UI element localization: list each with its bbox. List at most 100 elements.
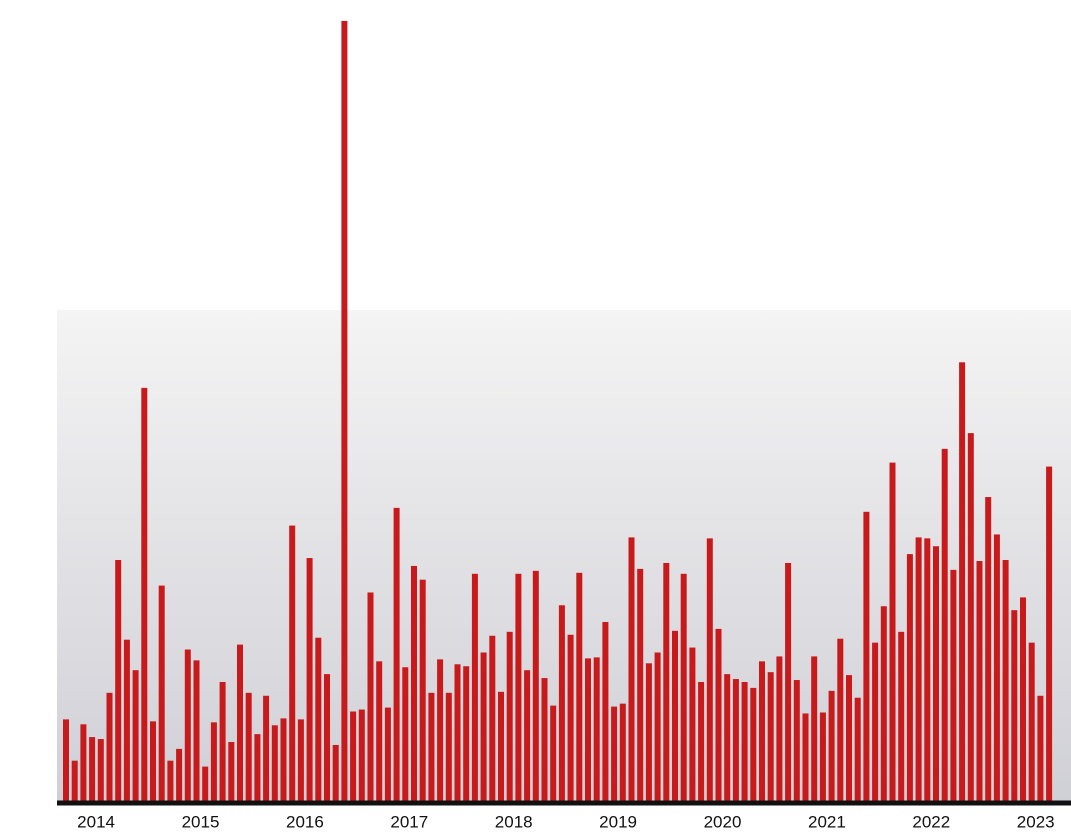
bar [211, 722, 217, 803]
bar [202, 767, 208, 803]
x-tick-label: 2020 [704, 812, 742, 831]
bar [776, 656, 782, 803]
bar [863, 512, 869, 803]
bar [376, 661, 382, 803]
bar [1020, 597, 1026, 803]
bar [637, 569, 643, 803]
bar [272, 725, 278, 803]
bar [472, 574, 478, 803]
bar [1029, 643, 1035, 803]
bar [898, 632, 904, 803]
bar [489, 636, 495, 803]
bar [681, 574, 687, 803]
bar [977, 561, 983, 803]
bar [402, 667, 408, 803]
bar [115, 560, 121, 803]
bar [368, 592, 374, 803]
bar [1003, 560, 1009, 803]
bar [698, 682, 704, 803]
bar [428, 693, 434, 803]
x-tick-label: 2022 [912, 812, 950, 831]
bar [716, 629, 722, 803]
chart: 2014201520162017201820192020202120222023 [0, 0, 1071, 834]
bar [689, 648, 695, 803]
bar [646, 663, 652, 803]
bar [985, 497, 991, 803]
bar [420, 580, 426, 803]
bar [515, 574, 521, 803]
bar [924, 538, 930, 803]
bar [246, 693, 252, 803]
bar [533, 571, 539, 803]
bar [455, 664, 461, 803]
bar [672, 631, 678, 803]
bar [237, 645, 243, 803]
x-tick-label: 2018 [495, 812, 533, 831]
bar [394, 508, 400, 803]
bar [289, 526, 295, 803]
bar [750, 688, 756, 803]
bar [133, 670, 139, 803]
x-tick-label: 2016 [286, 812, 324, 831]
bar [220, 682, 226, 803]
bar [107, 693, 113, 803]
bar [80, 724, 86, 803]
x-tick-label: 2021 [808, 812, 846, 831]
bar [98, 739, 104, 803]
bar [167, 761, 173, 803]
bar [959, 362, 965, 803]
bar [768, 672, 774, 803]
bar [968, 433, 974, 803]
bar [907, 554, 913, 803]
bar [341, 21, 347, 803]
x-tick-label: 2014 [77, 812, 115, 831]
bar [350, 712, 356, 803]
bar [176, 749, 182, 803]
bar [524, 670, 530, 803]
bar [733, 679, 739, 803]
bar [994, 534, 1000, 803]
bar [829, 691, 835, 803]
bar [385, 708, 391, 803]
bar [141, 388, 147, 803]
x-tick-label: 2017 [390, 812, 428, 831]
bar [742, 682, 748, 803]
bar [916, 537, 922, 803]
bar [124, 640, 130, 803]
bar [507, 632, 513, 803]
x-tick-label: 2023 [1017, 812, 1055, 831]
bar [228, 742, 234, 803]
bar [194, 660, 200, 803]
bar [724, 674, 730, 803]
bar [463, 666, 469, 803]
bar [629, 537, 635, 803]
bar [707, 538, 713, 803]
bar [559, 605, 565, 803]
bar [359, 710, 365, 803]
bar [542, 678, 548, 803]
bar [846, 675, 852, 803]
bar [159, 586, 165, 803]
bar [324, 674, 330, 803]
bar [837, 639, 843, 803]
bar [72, 761, 78, 803]
bar [881, 606, 887, 803]
bar [950, 570, 956, 803]
bar [498, 692, 504, 803]
x-tick-label: 2019 [599, 812, 637, 831]
bar [1037, 696, 1043, 803]
bar [890, 463, 896, 803]
bar [611, 707, 617, 803]
bar [446, 693, 452, 803]
bar [585, 658, 591, 803]
bar [254, 734, 260, 803]
bar [63, 719, 69, 803]
page: 2014201520162017201820192020202120222023… [0, 0, 1071, 834]
bar [315, 638, 321, 803]
bar [333, 745, 339, 803]
bar [620, 704, 626, 803]
bar [568, 635, 574, 803]
bar [663, 563, 669, 803]
bar [481, 652, 487, 803]
bar [820, 712, 826, 803]
